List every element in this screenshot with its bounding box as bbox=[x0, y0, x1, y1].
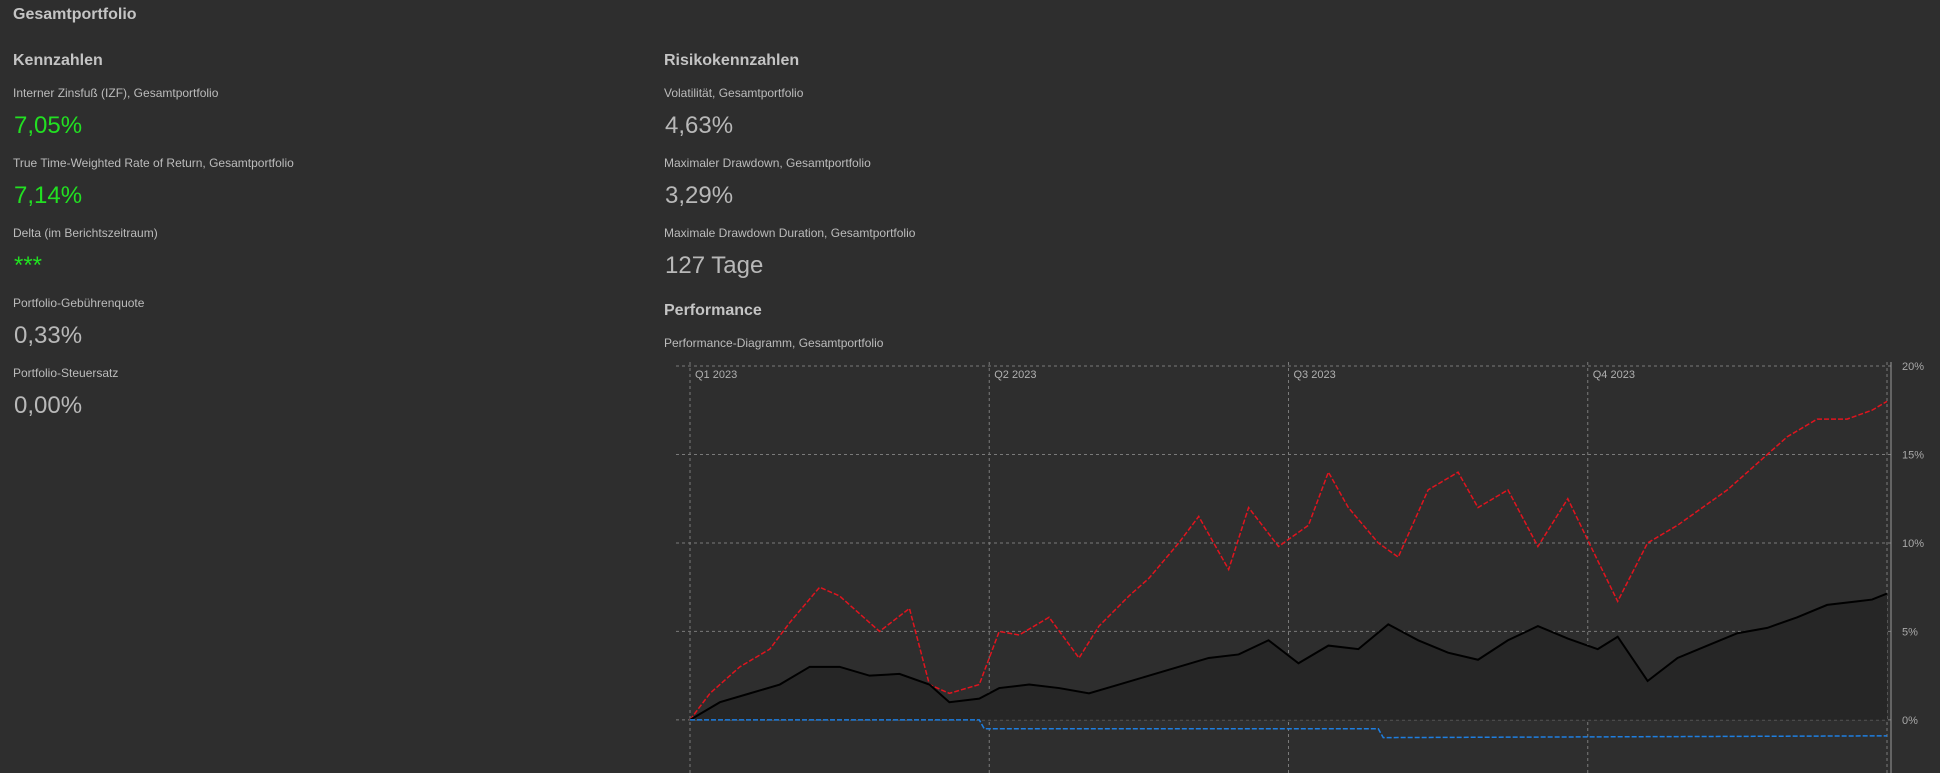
drawdown-duration-label: Maximale Drawdown Duration, Gesamtportfo… bbox=[664, 226, 916, 240]
delta-label: Delta (im Berichtszeitraum) bbox=[13, 226, 158, 240]
max-drawdown-value[interactable]: 3,29% bbox=[665, 182, 734, 209]
volatility-value[interactable]: 4,63% bbox=[665, 112, 734, 139]
performance-chart-svg[interactable]: 20% 15% 10% 5% 0% Q1 2023 Q2 2023 Q3 2023 Q4 202… bbox=[676, 358, 1940, 773]
drawdown-duration-value[interactable]: 127 Tage bbox=[665, 252, 764, 279]
izf-value[interactable]: 7,05% bbox=[14, 112, 83, 139]
performance-chart[interactable]: 20% 15% 10% 5% 0% Q1 2023 Q2 2023 Q3 2023 Q4 202… bbox=[676, 358, 1940, 773]
performance-chart-label: Performance-Diagramm, Gesamtportfolio bbox=[664, 336, 884, 350]
izf-label: Interner Zinsfuß (IZF), Gesamtportfolio bbox=[13, 86, 219, 100]
y-tick-label: 0% bbox=[1902, 715, 1918, 727]
quarter-label: Q1 2023 bbox=[695, 369, 737, 381]
ttwror-value[interactable]: 7,14% bbox=[14, 182, 83, 209]
y-tick-label: 10% bbox=[1902, 538, 1924, 550]
page-title: Gesamtportfolio bbox=[13, 6, 137, 23]
max-drawdown-label: Maximaler Drawdown, Gesamtportfolio bbox=[664, 156, 871, 170]
fee-line bbox=[690, 719, 1888, 739]
y-tick-label: 20% bbox=[1902, 361, 1924, 373]
y-tick-label: 15% bbox=[1902, 449, 1924, 461]
y-tick-label: 5% bbox=[1902, 626, 1918, 638]
portfolio-line bbox=[689, 592, 1888, 721]
quarter-label: Q4 2023 bbox=[1593, 369, 1635, 381]
benchmark-line bbox=[689, 400, 1888, 721]
volatility-label: Volatilität, Gesamtportfolio bbox=[664, 86, 804, 100]
quarter-label: Q2 2023 bbox=[994, 369, 1036, 381]
fee-quote-label: Portfolio-Gebührenquote bbox=[13, 296, 145, 310]
performance-title: Performance bbox=[664, 302, 762, 319]
fee-quote-value[interactable]: 0,33% bbox=[14, 322, 83, 349]
tax-rate-label: Portfolio-Steuersatz bbox=[13, 366, 119, 380]
delta-value[interactable]: *** bbox=[14, 252, 43, 279]
risiko-title: Risikokennzahlen bbox=[664, 52, 800, 69]
quarter-label: Q3 2023 bbox=[1294, 369, 1336, 381]
tax-rate-value[interactable]: 0,00% bbox=[14, 392, 83, 419]
ttwror-label: True Time-Weighted Rate of Return, Gesam… bbox=[13, 156, 294, 170]
kennzahlen-title: Kennzahlen bbox=[13, 52, 103, 69]
